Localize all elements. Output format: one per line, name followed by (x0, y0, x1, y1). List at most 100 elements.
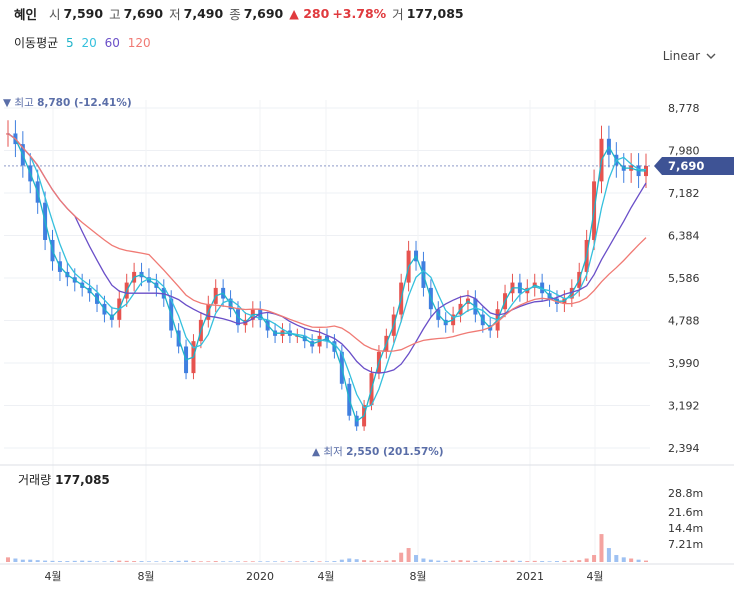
volume-bar (547, 561, 552, 562)
time-tick-label: 4월 (44, 570, 61, 583)
volume-bar (347, 558, 352, 562)
volume-bar (117, 560, 122, 562)
close-label: 종 (229, 6, 241, 22)
volume-bar (525, 561, 530, 562)
volume-bar (443, 560, 448, 562)
ma-line (7, 132, 647, 409)
high-value: 7,690 (123, 5, 164, 21)
open-label: 시 (49, 6, 61, 22)
volume-bar (362, 560, 367, 562)
scale-selector[interactable]: Linear (663, 49, 716, 63)
volume-bar (480, 561, 485, 562)
volume-tick-label: 28.8m (668, 487, 703, 500)
volume-bar (399, 552, 404, 562)
volume-bar (184, 560, 189, 562)
volume-bar (139, 561, 144, 562)
volume-bar (644, 560, 648, 562)
ma-line (7, 132, 647, 423)
volume-bar (577, 560, 582, 562)
current-price-tag (654, 156, 734, 175)
ma-60-label: 60 (104, 36, 120, 50)
volume-tick-label: 21.6m (668, 506, 703, 519)
volume-bar (154, 561, 159, 562)
volume-tick-label: 7.21m (668, 538, 703, 551)
ma-legend[interactable]: 이동평균 5 20 60 120 (14, 34, 155, 51)
time-tick-label: 2020 (246, 570, 274, 583)
volume-value: 177,085 (406, 5, 464, 21)
volume-bar (517, 560, 522, 562)
volume-bar (332, 561, 337, 562)
volume-bar (376, 560, 381, 562)
volume-bar (554, 561, 559, 562)
time-tick-label: 4월 (586, 570, 603, 583)
stock-name: 혜인 (14, 6, 38, 22)
price-tick-label: 7,980 (668, 145, 700, 158)
volume-bar (339, 559, 344, 562)
volume-bar (146, 561, 151, 562)
scale-selector-label: Linear (662, 49, 700, 63)
price-tick-label: 7,182 (668, 187, 700, 200)
min-price-marker: ▲ 최저 2,550 (201.57%) (312, 446, 444, 458)
volume-bar (540, 561, 545, 562)
change-percent: +3.78% (332, 5, 387, 21)
price-tick-label: 3,192 (668, 400, 700, 413)
volume-bar (287, 561, 292, 562)
volume-bar (569, 560, 574, 562)
ma-line (7, 132, 647, 374)
volume-bar (495, 560, 500, 562)
volume-bar (57, 561, 62, 562)
volume-bar (176, 560, 181, 562)
change-value: ▲ 280 (289, 5, 330, 21)
volume-bar (451, 560, 456, 562)
high-label: 고 (109, 6, 121, 22)
volume-bar (65, 561, 70, 562)
volume-bar (621, 557, 626, 562)
max-price-value: 8,780 (-12.41%) (37, 97, 132, 109)
volume-bar (258, 561, 263, 562)
time-tick-label: 8월 (137, 570, 154, 583)
volume-bar (191, 561, 196, 562)
volume-bar (13, 558, 18, 562)
volume-bar (384, 560, 389, 562)
chevron-down-icon (706, 53, 716, 59)
volume-bar (50, 560, 55, 562)
volume-label: 거 (392, 6, 404, 22)
volume-bar (325, 561, 329, 562)
volume-bar (473, 560, 478, 562)
volume-bar (243, 561, 248, 562)
price-tick-label: 2,394 (668, 442, 700, 455)
price-tick-label: 3,990 (668, 357, 700, 370)
volume-bar (213, 561, 218, 562)
ma-120-label: 120 (127, 36, 151, 50)
volume-bar (169, 561, 174, 562)
volume-bar (124, 560, 129, 562)
volume-bar (161, 561, 166, 562)
volume-bar (532, 560, 537, 562)
volume-bar (310, 561, 315, 562)
volume-bar (503, 560, 508, 562)
volume-bar (273, 561, 278, 562)
volume-bar (317, 561, 322, 562)
volume-panel-value: 177,085 (55, 473, 110, 487)
ma-20-label: 20 (81, 36, 97, 50)
volume-panel-label: 거래량 177,085 (18, 471, 110, 488)
max-price-marker: ▼ 최고 8,780 (-12.41%) (3, 97, 132, 109)
current-price-label: 7,690 (668, 159, 704, 173)
volume-bar (206, 561, 211, 562)
low-value: 7,490 (183, 5, 224, 21)
ma-line (7, 132, 647, 352)
volume-bar (228, 561, 233, 562)
volume-bar (584, 558, 589, 562)
volume-bar (6, 557, 10, 562)
volume-bar (562, 560, 567, 562)
volume-bar (80, 560, 85, 562)
volume-bar (629, 558, 634, 562)
volume-bar (414, 555, 419, 562)
min-price-value: 2,550 (201.57%) (346, 446, 444, 458)
volume-bar (436, 560, 441, 562)
quote-header: 혜인 시 7,590 고 7,690 저 7,490 종 7,690 ▲ 280… (14, 4, 470, 22)
volume-bar (614, 555, 619, 562)
volume-bar (510, 560, 515, 562)
volume-bar (354, 559, 359, 562)
